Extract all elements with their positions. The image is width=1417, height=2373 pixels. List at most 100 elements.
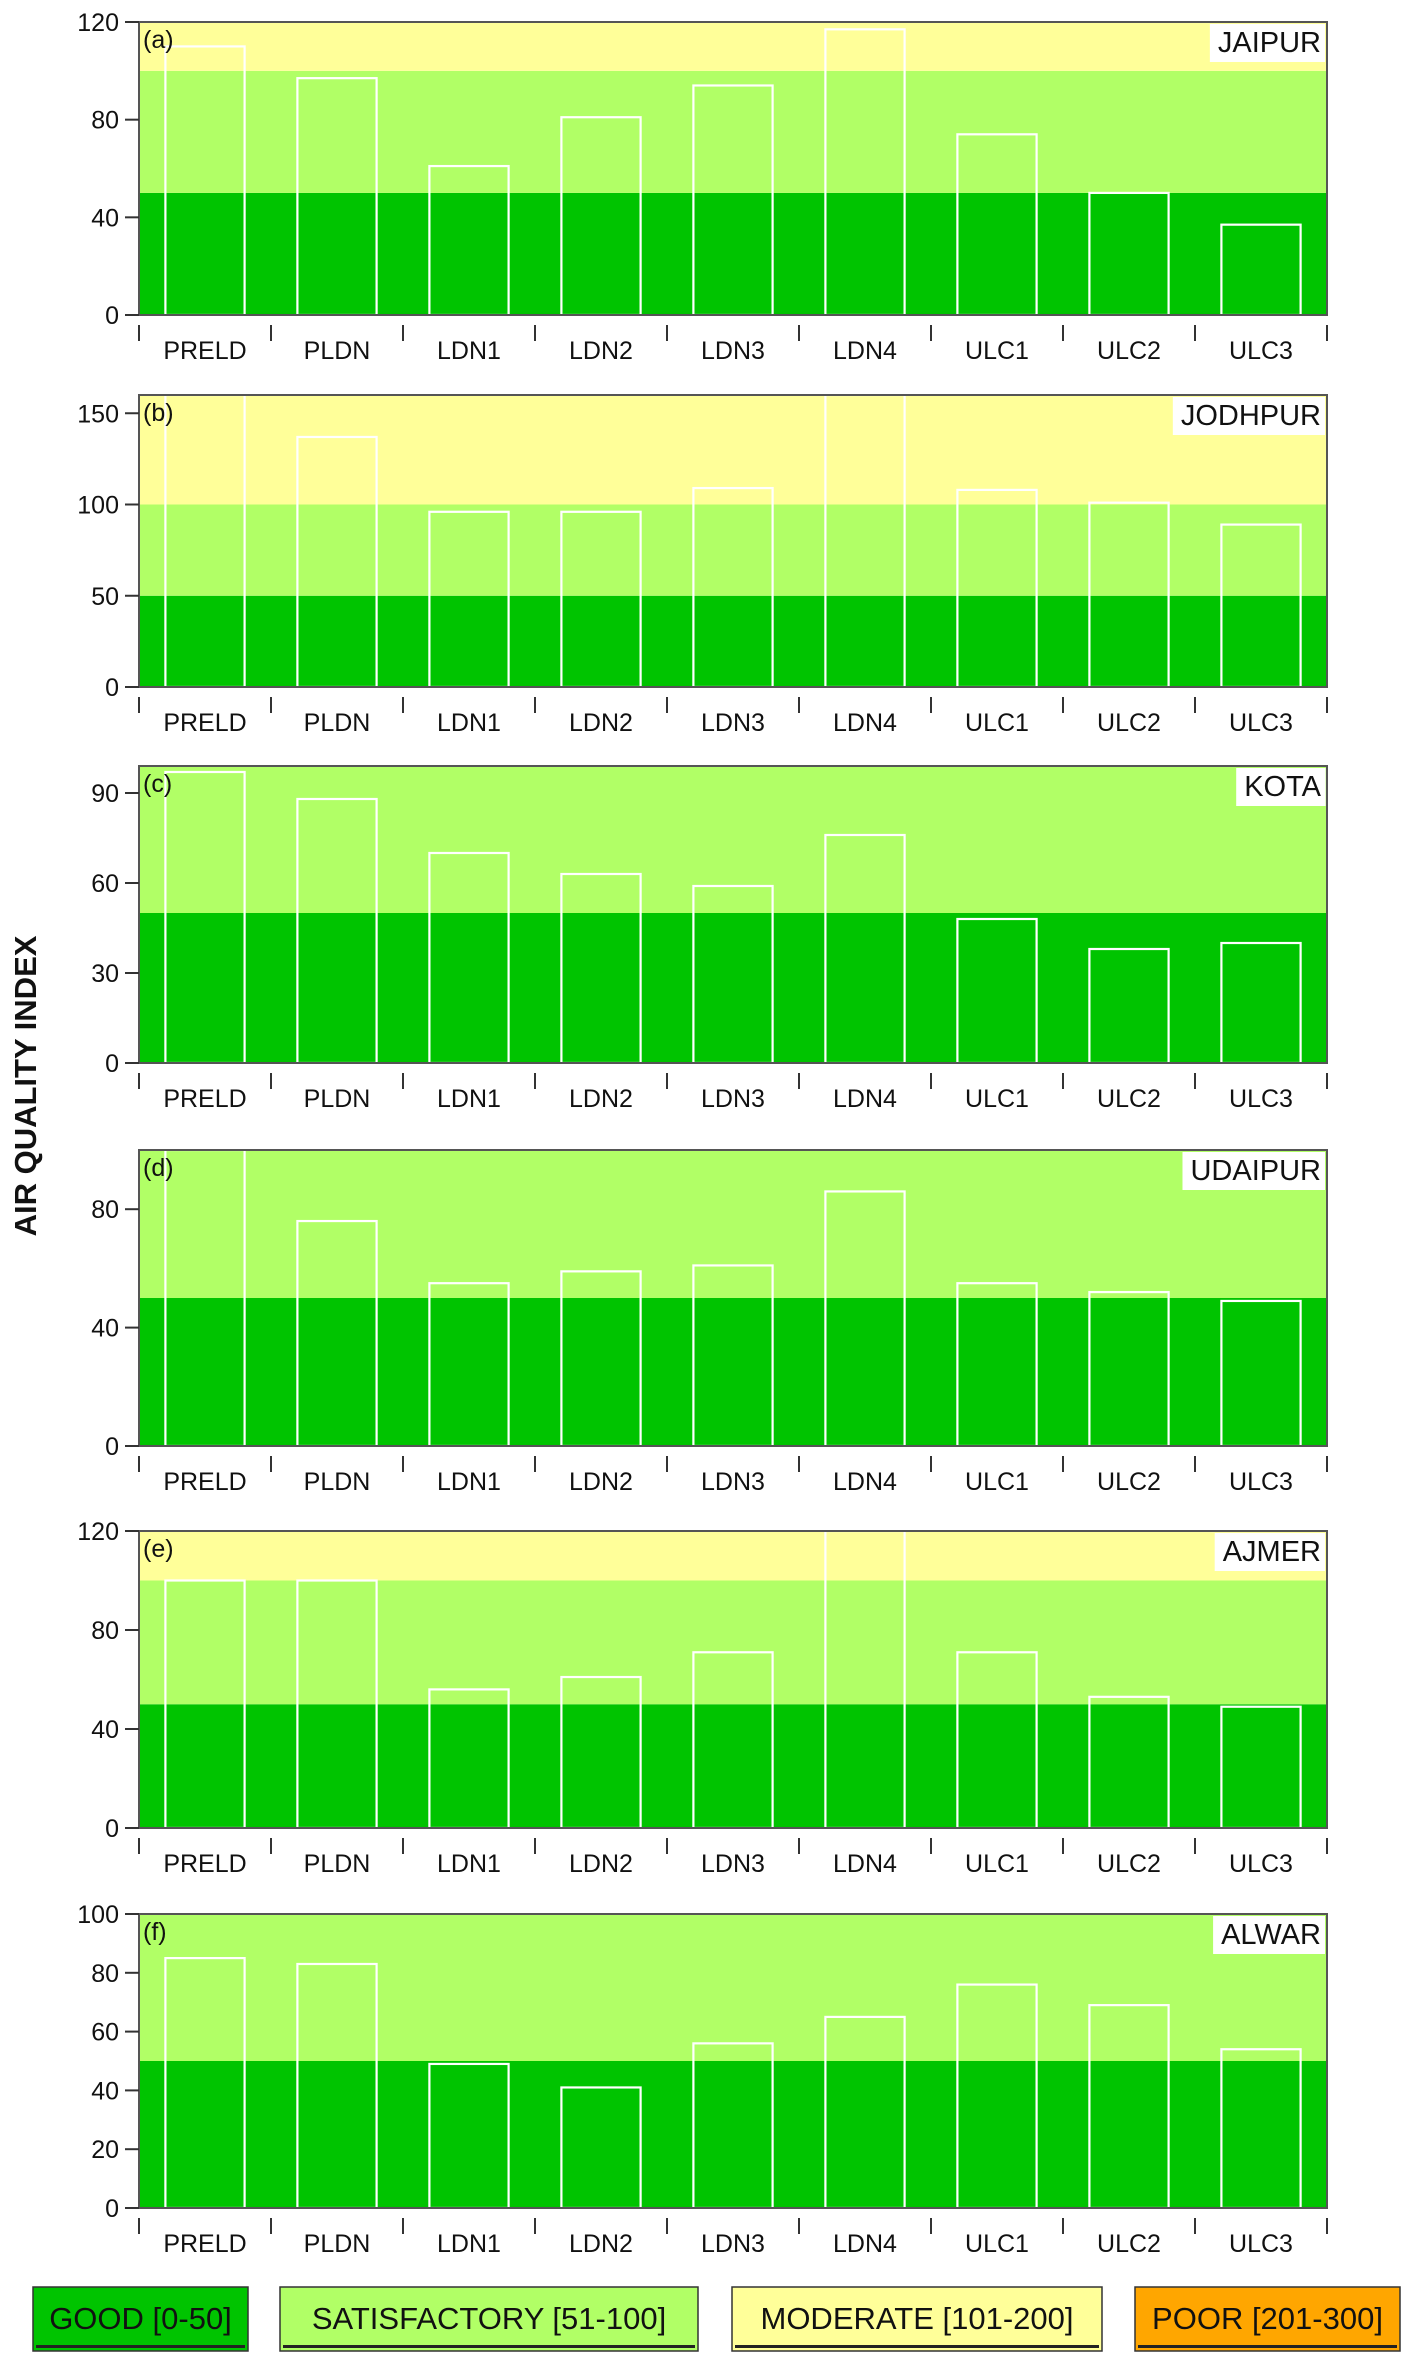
x-tick-label: LDN4 xyxy=(833,1085,897,1113)
panel-jodhpur: 0 50 100 150 PRELD PLDN LDN1 LDN2 LDN3 LDN4 ULC1 UL… xyxy=(77,393,1328,737)
legend-label: SATISFACTORY [51-100] xyxy=(312,2301,666,2336)
x-tick-label: LDN3 xyxy=(701,1850,765,1878)
plot-frame xyxy=(138,1149,1328,1447)
y-tick-label: 30 xyxy=(91,960,119,988)
city-label-box xyxy=(1213,1916,1325,1954)
city-label-box xyxy=(1172,397,1325,435)
legend-underline xyxy=(1138,2345,1397,2348)
x-tick-label: ULC3 xyxy=(1229,2230,1293,2258)
x-tick-label: ULC2 xyxy=(1097,1468,1161,1496)
x-tick-label: PLDN xyxy=(304,2230,371,2258)
y-tick-label: 40 xyxy=(91,1716,119,1744)
band-good xyxy=(139,595,1327,687)
y-tick-label: 100 xyxy=(77,492,119,520)
x-tick-label: LDN4 xyxy=(833,1850,897,1878)
x-tick-label: ULC1 xyxy=(965,709,1029,737)
city-label: JAIPUR xyxy=(1218,27,1321,59)
x-tick-label: PRELD xyxy=(163,709,246,737)
x-tick-label: ULC3 xyxy=(1229,709,1293,737)
x-tick-label: LDN4 xyxy=(833,2230,897,2258)
band-good xyxy=(139,2061,1327,2208)
plot-frame xyxy=(138,1530,1328,1829)
y-tick-label: 60 xyxy=(91,870,119,898)
x-tick-label: LDN3 xyxy=(701,1468,765,1496)
x-tick-label: LDN3 xyxy=(701,2230,765,2258)
legend-item: SATISFACTORY [51-100] xyxy=(279,2286,699,2352)
panel-alwar: 0 20 40 60 80 100 PRELD PLDN LDN1 LDN2 LDN3 LDN4 ULC… xyxy=(77,1901,1328,2258)
city-label: AJMER xyxy=(1223,1536,1321,1568)
y-tick-label: 80 xyxy=(91,1196,119,1224)
band-moderate xyxy=(139,22,1327,71)
x-tick-label: ULC3 xyxy=(1229,337,1293,365)
legend-underline xyxy=(36,2345,245,2348)
band-moderate xyxy=(139,395,1327,505)
band-satisfactory xyxy=(139,1914,1327,2061)
y-tick-label: 60 xyxy=(91,2019,119,2047)
band-satisfactory xyxy=(139,70,1327,193)
band-good xyxy=(139,1704,1327,1828)
plot-frame xyxy=(138,1913,1328,2209)
x-tick-label: PLDN xyxy=(304,1085,371,1113)
x-tick-label: ULC3 xyxy=(1229,1468,1293,1496)
x-tick-label: LDN3 xyxy=(701,1085,765,1113)
legend-swatch xyxy=(32,2286,249,2352)
x-tick-label: PRELD xyxy=(163,1085,246,1113)
city-label-box xyxy=(1236,768,1326,806)
y-tick-label: 80 xyxy=(91,1960,119,1988)
band-good xyxy=(139,913,1327,1063)
panel-jaipur: 0 40 80 120 PRELD PLDN LDN1 LDN2 LDN3 LDN4 ULC1 ULC… xyxy=(77,9,1328,365)
y-tick-label: 0 xyxy=(105,674,119,702)
x-tick-label: PRELD xyxy=(163,2230,246,2258)
x-tick-label: LDN2 xyxy=(569,1468,633,1496)
y-tick-label: 120 xyxy=(77,9,119,37)
panel-tag: (c) xyxy=(143,770,172,798)
y-tick-label: 100 xyxy=(77,1901,119,1929)
legend-swatch xyxy=(1134,2286,1401,2352)
panel-tag: (b) xyxy=(143,399,174,427)
y-tick-label: 40 xyxy=(91,1315,119,1343)
legend-label: GOOD [0-50] xyxy=(49,2301,232,2336)
x-tick-label: LDN2 xyxy=(569,709,633,737)
legend-swatch xyxy=(731,2286,1103,2352)
x-tick-label: PLDN xyxy=(304,709,371,737)
panels: 0 40 80 120 PRELD PLDN LDN1 LDN2 LDN3 LDN4 ULC1 ULC… xyxy=(77,9,1328,2258)
band-satisfactory xyxy=(139,1580,1327,1705)
x-tick-label: PRELD xyxy=(163,1850,246,1878)
x-tick-label: ULC1 xyxy=(965,1468,1029,1496)
plot-frame xyxy=(138,21,1328,316)
y-tick-label: 0 xyxy=(105,1815,119,1843)
x-tick-label: LDN2 xyxy=(569,337,633,365)
x-tick-label: ULC3 xyxy=(1229,1850,1293,1878)
band-satisfactory xyxy=(139,766,1327,913)
y-tick-label: 0 xyxy=(105,1050,119,1078)
plot-frame xyxy=(138,394,1328,688)
x-tick-label: LDN1 xyxy=(437,1468,501,1496)
city-label-box xyxy=(1209,24,1325,62)
band-moderate xyxy=(139,1531,1327,1581)
x-tick-label: LDN3 xyxy=(701,337,765,365)
city-label: JODHPUR xyxy=(1181,400,1321,432)
band-satisfactory xyxy=(139,504,1327,596)
panel-tag: (a) xyxy=(143,26,174,54)
city-label: ALWAR xyxy=(1221,1919,1321,1951)
y-tick-label: 150 xyxy=(77,400,119,428)
plot-frame xyxy=(138,765,1328,1064)
y-tick-label: 90 xyxy=(91,780,119,808)
panel-ajmer: 0 40 80 120 PRELD PLDN LDN1 LDN2 LDN3 LDN4 ULC1 ULC… xyxy=(77,1518,1328,1878)
x-tick-label: ULC2 xyxy=(1097,1850,1161,1878)
y-tick-label: 0 xyxy=(105,302,119,330)
legend-swatch xyxy=(279,2286,699,2352)
x-tick-label: LDN4 xyxy=(833,709,897,737)
x-tick-label: ULC1 xyxy=(965,2230,1029,2258)
y-tick-label: 0 xyxy=(105,2195,119,2223)
panel-tag: (f) xyxy=(143,1918,167,1946)
x-tick-label: LDN1 xyxy=(437,337,501,365)
x-tick-label: LDN1 xyxy=(437,1085,501,1113)
x-tick-label: LDN2 xyxy=(569,1850,633,1878)
x-tick-label: LDN2 xyxy=(569,2230,633,2258)
panel-kota: 0 30 60 90 PRELD PLDN LDN1 LDN2 LDN3 LDN4 ULC1 ULC2… xyxy=(91,765,1328,1113)
x-tick-label: PLDN xyxy=(304,1850,371,1878)
x-tick-label: ULC2 xyxy=(1097,337,1161,365)
city-label: KOTA xyxy=(1244,771,1321,803)
